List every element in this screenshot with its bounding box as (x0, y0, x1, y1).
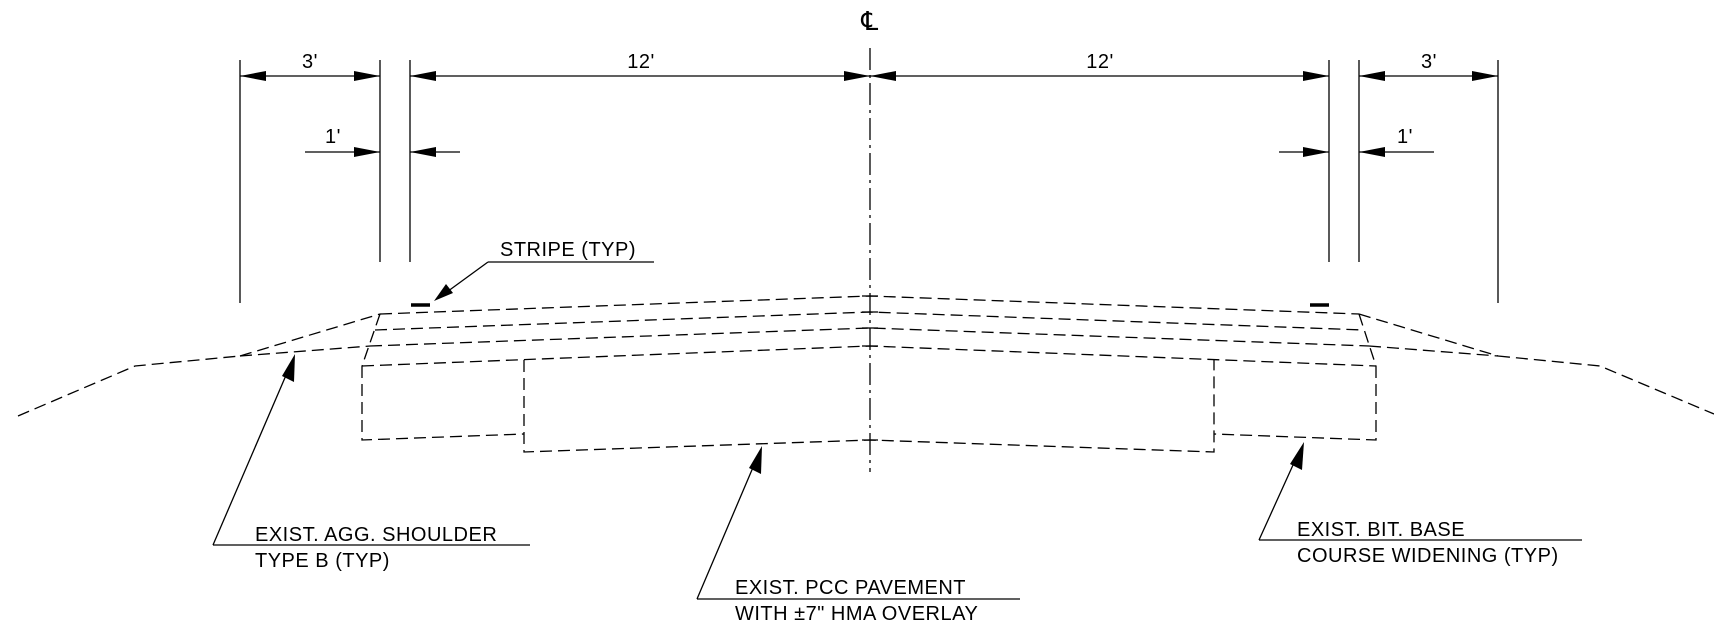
dim-left-shoulder: 3' (302, 51, 318, 73)
label-shoulder-line2: TYPE B (TYP) (255, 550, 390, 572)
dim-left-lane: 12' (627, 51, 655, 73)
callout-stripe (434, 261, 654, 301)
offset-dimension-right (1279, 147, 1434, 157)
dim-right-offset: 1' (1397, 126, 1413, 148)
label-pavement-line2: WITH ±7" HMA OVERLAY (735, 603, 978, 625)
callout-shoulder (212, 354, 530, 546)
shoulder-slopes (17, 313, 1714, 417)
extension-lines (239, 60, 1499, 303)
dim-right-shoulder: 3' (1421, 51, 1437, 73)
label-base-line2: COURSE WIDENING (TYP) (1297, 545, 1559, 567)
dim-right-lane: 12' (1086, 51, 1114, 73)
callout-base (1258, 442, 1582, 541)
label-pavement-line1: EXIST. PCC PAVEMENT (735, 577, 966, 599)
label-base-line1: EXIST. BIT. BASE (1297, 519, 1465, 541)
dim-left-offset: 1' (325, 126, 341, 148)
label-shoulder-line1: EXIST. AGG. SHOULDER (255, 524, 497, 546)
base-and-pcc (361, 360, 1377, 453)
centerline-symbol: ℄ (860, 6, 878, 36)
callout-pavement (696, 446, 1020, 600)
offset-dimension-left (305, 147, 460, 157)
label-stripe: STRIPE (TYP) (500, 239, 636, 261)
pavement-layers (361, 295, 1377, 367)
dimension-line-top (240, 71, 1498, 81)
